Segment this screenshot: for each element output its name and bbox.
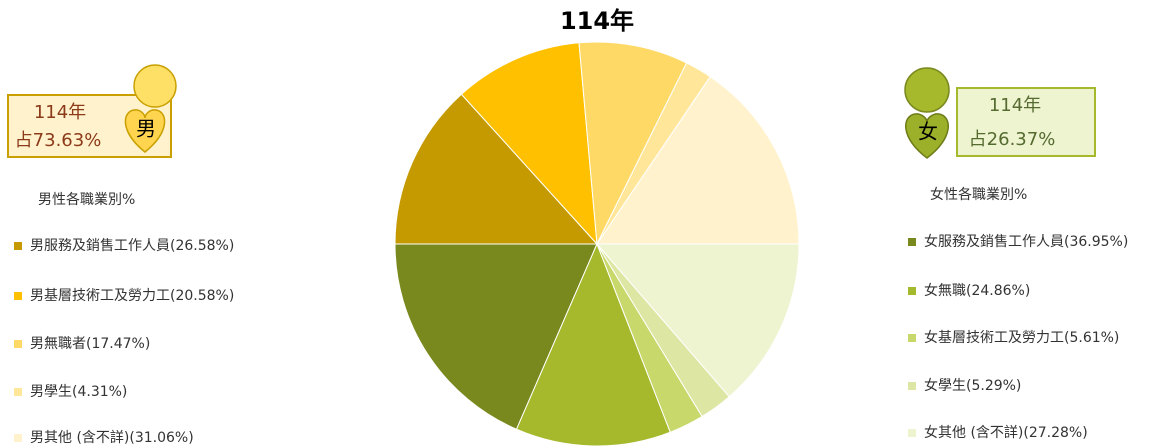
legend-swatch	[908, 238, 916, 246]
legend-label: 男學生(4.31%)	[30, 384, 127, 400]
legend-swatch	[908, 382, 916, 390]
legend-label: 女其他 (含不詳)(27.28%)	[924, 424, 1088, 441]
legend-swatch	[14, 434, 22, 442]
legend-title: 男性各職業別%	[38, 192, 135, 208]
pie-slice	[394, 93, 599, 245]
legend-swatch	[14, 292, 22, 300]
legend-label: 男其他 (含不詳)(31.06%)	[30, 430, 194, 446]
legend-swatch	[908, 429, 916, 437]
badge-box	[956, 87, 1096, 157]
legend-label: 女服務及銷售工作人員(36.95%)	[924, 233, 1128, 250]
badge-year: 114年	[34, 102, 86, 123]
badge-year: 114年	[989, 95, 1041, 116]
icon-head	[904, 67, 950, 113]
icon-heart	[124, 109, 166, 153]
badge-icon: 男	[136, 117, 156, 141]
legend-label: 男服務及銷售工作人員(26.58%)	[30, 238, 234, 254]
badge-share: 占26.37%	[969, 129, 1056, 150]
pie-slice	[578, 41, 688, 246]
icon-heart	[905, 113, 949, 159]
icon-head	[133, 64, 177, 108]
pie-slice	[515, 242, 671, 447]
legend-swatch	[908, 334, 916, 342]
pie-slice	[394, 243, 598, 430]
legend-swatch	[14, 340, 22, 348]
legend-label: 女基層技術工及勞力工(5.61%)	[924, 329, 1119, 346]
pie-slice	[595, 243, 800, 398]
legend-swatch	[908, 287, 916, 295]
chart-title: 114年	[560, 7, 634, 35]
legend-label: 男基層技術工及勞力工(20.58%)	[30, 287, 234, 304]
legend-label: 女無職(24.86%)	[924, 282, 1030, 299]
female-badge: 女 114年 占26.37%	[904, 67, 1096, 159]
legend-swatch	[14, 388, 22, 396]
legend-title: 女性各職業別%	[930, 186, 1027, 203]
pie-slice	[596, 76, 800, 245]
badge-share: 占73.63%	[15, 130, 102, 151]
legend-label: 女學生(5.29%)	[924, 377, 1021, 394]
legend-swatch	[14, 242, 22, 250]
pie-slice	[460, 42, 598, 246]
male-badge: 男 114年 占73.63%	[7, 64, 177, 158]
legend-label: 男無職者(17.47%)	[30, 336, 150, 352]
badge-icon: 女	[918, 120, 938, 144]
